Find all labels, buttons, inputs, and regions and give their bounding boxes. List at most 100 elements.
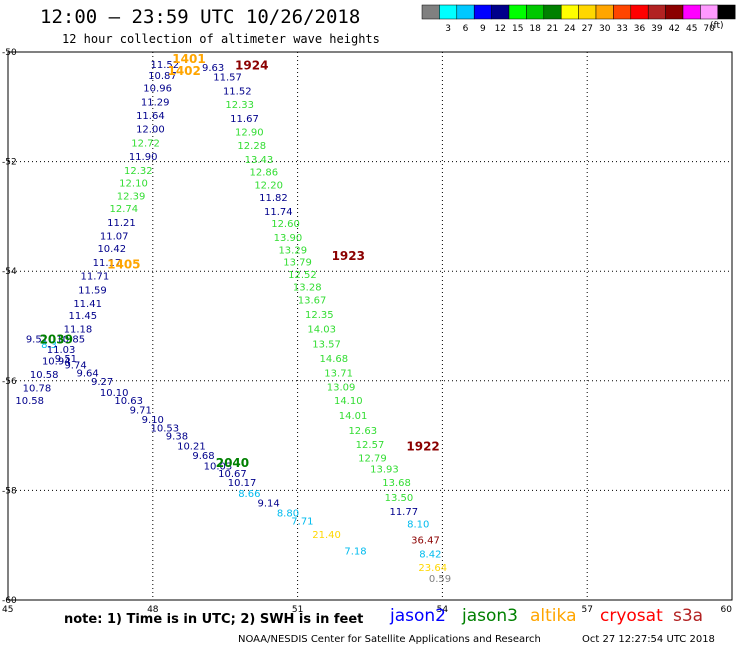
wave-height-point: 12.52 bbox=[288, 270, 317, 281]
color-scale-unit: (ft) bbox=[710, 21, 724, 31]
color-scale-label: 18 bbox=[529, 24, 541, 34]
wave-height-point: 12.63 bbox=[348, 426, 377, 437]
wave-height-point: 12.39 bbox=[117, 192, 146, 203]
wave-height-point: 13.90 bbox=[274, 233, 303, 244]
wave-height-point: 11.45 bbox=[68, 311, 97, 322]
color-scale-swatch bbox=[526, 4, 545, 20]
wave-height-point: 10.96 bbox=[143, 84, 172, 95]
wave-height-point: 10.42 bbox=[97, 244, 126, 255]
wave-height-point: 10.67 bbox=[218, 469, 247, 480]
color-scale-swatch bbox=[473, 4, 492, 20]
wave-height-point: 14.68 bbox=[319, 354, 348, 365]
footer-timestamp: Oct 27 12:27:54 UTC 2018 bbox=[582, 634, 715, 645]
wave-height-point: 11.21 bbox=[107, 218, 136, 229]
color-scale-label: 24 bbox=[564, 24, 576, 34]
pass-time-label: 1923 bbox=[332, 249, 365, 263]
pass-time-label: 1924 bbox=[235, 59, 268, 73]
x-tick-label: 51 bbox=[292, 605, 303, 615]
wave-height-point: 10.87 bbox=[148, 71, 177, 82]
color-scale-swatch bbox=[456, 4, 475, 20]
wave-height-point: 11.90 bbox=[129, 152, 158, 163]
wave-height-point: 7.18 bbox=[344, 547, 366, 558]
pass-time-label: 1402 bbox=[167, 64, 200, 78]
wave-height-point: 11.41 bbox=[73, 299, 102, 310]
color-scale-label: 15 bbox=[512, 24, 523, 34]
wave-height-point: 11.17 bbox=[93, 258, 122, 269]
color-scale-swatch bbox=[700, 4, 719, 20]
wave-height-point: 12.86 bbox=[249, 167, 278, 178]
color-scale-label: 3 bbox=[445, 24, 451, 34]
pass-time-label: 2039 bbox=[40, 333, 73, 347]
wave-height-point: 11.03 bbox=[47, 345, 76, 356]
wave-height-point: 10.58 bbox=[15, 396, 44, 407]
color-scale-label: 42 bbox=[669, 24, 680, 34]
wave-height-point: 13.79 bbox=[283, 257, 312, 268]
color-scale-swatch bbox=[491, 4, 510, 20]
satellite-jason3: jason3 bbox=[462, 606, 518, 626]
wave-height-point: 9.10 bbox=[142, 415, 164, 426]
x-tick-label: 45 bbox=[2, 605, 13, 615]
wave-height-point: 9.51 bbox=[55, 354, 77, 365]
wave-height-point: 9.74 bbox=[64, 360, 86, 371]
color-scale-swatch bbox=[439, 4, 458, 20]
wave-height-point: 8.10 bbox=[407, 519, 429, 530]
y-tick-label: -52 bbox=[2, 158, 17, 168]
color-scale-swatch bbox=[578, 4, 597, 20]
color-scale-swatch bbox=[665, 4, 684, 20]
color-scale-swatch bbox=[630, 4, 649, 20]
wave-height-point: 9.68 bbox=[192, 451, 214, 462]
wave-height-point: 12.74 bbox=[110, 204, 139, 215]
wave-height-point: 23.64 bbox=[418, 563, 447, 574]
wave-height-point: 9.63 bbox=[202, 63, 224, 74]
color-scale-label: 12 bbox=[495, 24, 506, 34]
color-scale-label: 36 bbox=[634, 24, 646, 34]
wave-height-point: 12.28 bbox=[237, 141, 266, 152]
wave-height-point: 13.71 bbox=[324, 369, 353, 380]
chart-subtitle: 12 hour collection of altimeter wave hei… bbox=[62, 32, 380, 46]
wave-height-point: 10.17 bbox=[228, 478, 257, 489]
wave-height-point: 11.52 bbox=[151, 60, 180, 71]
color-scale-label: 30 bbox=[599, 24, 611, 34]
wave-height-point: 10.63 bbox=[114, 396, 143, 407]
color-scale-swatch bbox=[613, 4, 632, 20]
wave-height-point: 11.07 bbox=[100, 232, 129, 243]
footer-note: note: 1) Time is in UTC; 2) SWH is in fe… bbox=[64, 612, 364, 627]
footer-credit: NOAA/NESDIS Center for Satellite Applica… bbox=[238, 634, 541, 645]
color-scale-swatch bbox=[717, 4, 736, 20]
wave-height-point: 7.71 bbox=[291, 517, 313, 528]
x-tick-label: 48 bbox=[147, 605, 159, 615]
wave-height-point: 9.71 bbox=[130, 405, 152, 416]
wave-height-point: 10.10 bbox=[100, 388, 129, 399]
color-scale-label: 70 bbox=[703, 24, 715, 34]
wave-height-point: 12.33 bbox=[225, 100, 254, 111]
wave-height-point: 12.35 bbox=[305, 310, 334, 321]
wave-height-point: 11.57 bbox=[213, 73, 242, 84]
wave-height-point: 12.90 bbox=[235, 127, 264, 138]
wave-height-point: 12.57 bbox=[356, 440, 385, 451]
wave-height-point: 10.03 bbox=[204, 462, 233, 473]
wave-height-point: 11.74 bbox=[264, 207, 293, 218]
wave-height-point: 9.64 bbox=[77, 369, 99, 380]
color-scale-swatch bbox=[560, 4, 579, 20]
color-scale-swatch bbox=[595, 4, 614, 20]
y-tick-label: -56 bbox=[2, 377, 17, 387]
wave-height-point: 12.60 bbox=[271, 219, 300, 230]
wave-height-point: 10.58 bbox=[30, 370, 59, 381]
color-scale-swatch bbox=[508, 4, 527, 20]
wave-height-point: 14.10 bbox=[334, 396, 363, 407]
wave-height-point: 11.18 bbox=[64, 325, 93, 336]
color-scale-label: 9 bbox=[480, 24, 486, 34]
color-scale-label: 39 bbox=[651, 24, 663, 34]
color-scale-label: 33 bbox=[616, 24, 627, 34]
page-title: 12:00 — 23:59 UTC 10/26/2018 bbox=[40, 6, 361, 28]
pass-time-label: 1401 bbox=[172, 52, 205, 66]
wave-height-point: 12.79 bbox=[358, 454, 387, 465]
wave-height-point: 13.50 bbox=[385, 493, 414, 504]
wave-height-point: 12.20 bbox=[254, 181, 283, 192]
wave-height-point: 10.85 bbox=[56, 335, 85, 346]
wave-height-point: 21.40 bbox=[312, 530, 341, 541]
y-tick-label: -58 bbox=[2, 486, 17, 496]
pass-time-label: 1922 bbox=[406, 440, 439, 454]
wave-height-point: 11.64 bbox=[136, 111, 165, 122]
color-scale-swatch bbox=[543, 4, 562, 20]
